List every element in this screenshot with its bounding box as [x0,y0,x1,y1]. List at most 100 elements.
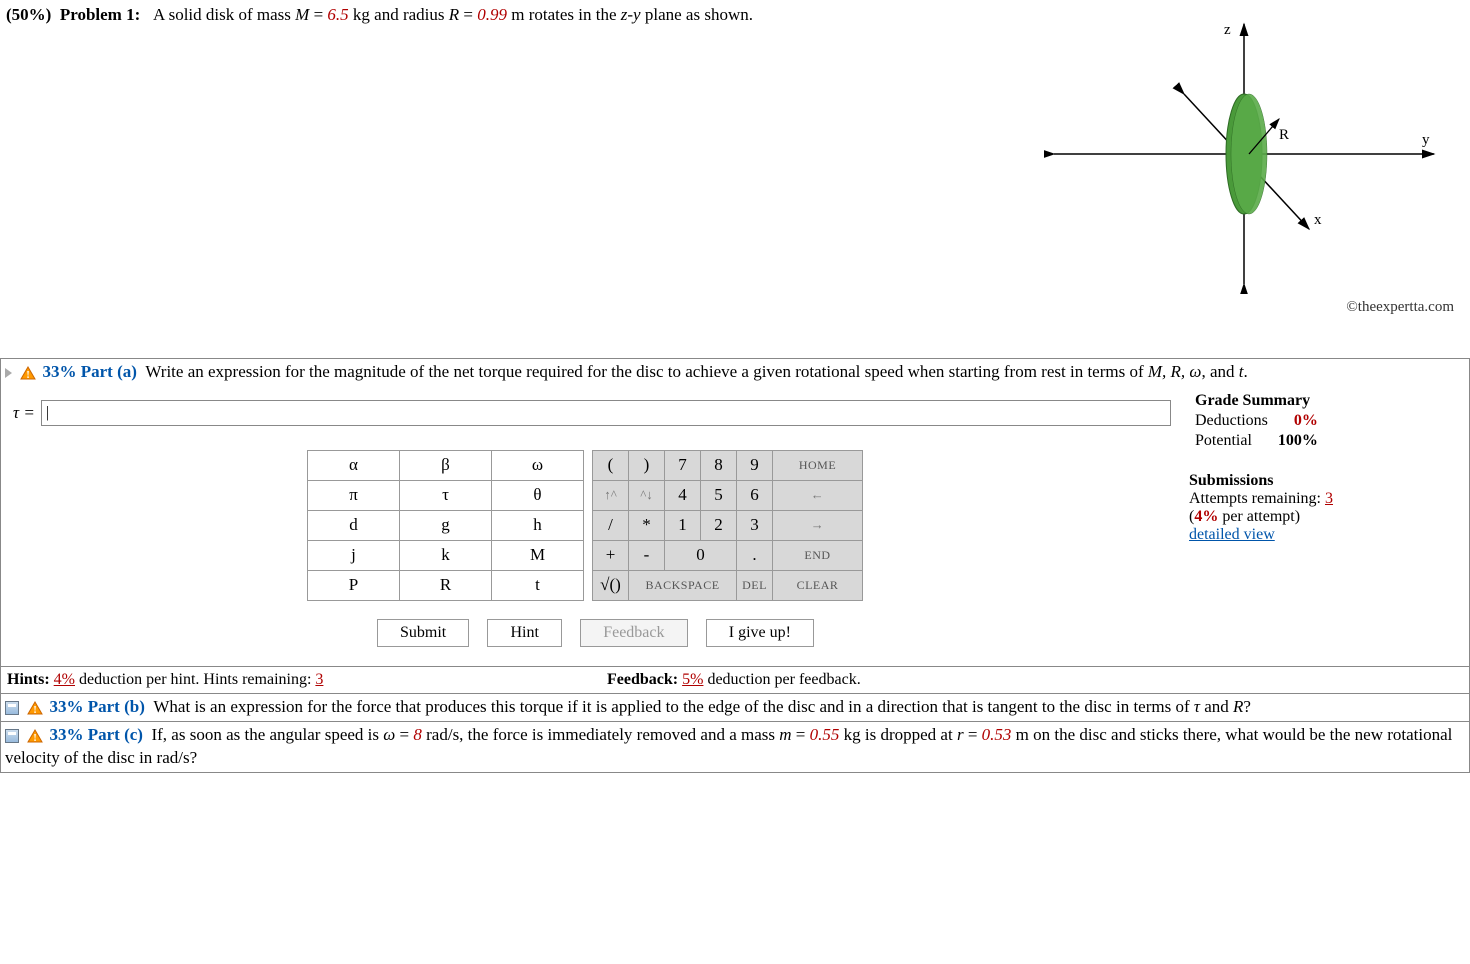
key-7[interactable]: 7 [665,450,701,480]
prob-post2: plane as shown. [645,5,753,24]
key-theta[interactable]: θ [492,480,584,510]
warning-icon: ! [27,729,43,743]
key-j[interactable]: j [308,540,400,570]
key-tau[interactable]: τ [400,480,492,510]
key-pi[interactable]: π [308,480,400,510]
potential-val: 100% [1274,432,1322,450]
prob-pre: A solid disk of mass [153,5,291,24]
key-P[interactable]: P [308,570,400,600]
key-M[interactable]: M [492,540,584,570]
key-0[interactable]: 0 [665,540,737,570]
feedback-info: Feedback: 5% deduction per feedback. [607,671,861,689]
key-div[interactable]: / [593,510,629,540]
key-sub[interactable]: ^↓ [629,480,665,510]
work-area: τ = Grade Summary Deductions 0% Potentia… [1,386,1469,666]
key-5[interactable]: 5 [701,480,737,510]
num-keypad: ( ) 7 8 9 HOME ↑^ ^↓ 4 5 6 ← / * [592,450,863,601]
attempts-count[interactable]: 3 [1325,490,1333,507]
svg-text:!: ! [34,733,37,743]
submit-button[interactable]: Submit [377,619,469,647]
key-1[interactable]: 1 [665,510,701,540]
giveup-button[interactable]: I give up! [706,619,814,647]
feedback-button: Feedback [580,619,687,647]
potential-label: Potential [1191,432,1272,450]
action-row: Submit Hint Feedback I give up! [377,619,1463,647]
key-k[interactable]: k [400,540,492,570]
key-6[interactable]: 6 [737,480,773,510]
part-b-label: 33% Part (b) [50,697,145,716]
part-a-box: ! 33% Part (a) Write an expression for t… [0,358,1470,694]
key-2[interactable]: 2 [701,510,737,540]
per-attempt: (4% per attempt) [1189,508,1459,526]
part-a-header: ! 33% Part (a) Write an expression for t… [1,359,1469,386]
expand-icon[interactable] [5,368,12,378]
hints-info: Hints: 4% deduction per hint. Hints rema… [7,671,607,689]
mass-var: M [295,5,309,24]
key-left[interactable]: ← [773,480,863,510]
key-d[interactable]: d [308,510,400,540]
key-plus[interactable]: + [593,540,629,570]
key-minus[interactable]: - [629,540,665,570]
prob-post: m rotates in the [511,5,616,24]
key-mul[interactable]: * [629,510,665,540]
key-3[interactable]: 3 [737,510,773,540]
copyright: ©theexpertta.com [1044,299,1464,316]
part-a-vars: M, R, ω [1148,362,1202,381]
key-del[interactable]: DEL [737,570,773,600]
key-right[interactable]: → [773,510,863,540]
problem-header: (50%) Problem 1: A solid disk of mass M … [0,0,1470,318]
attempts-remaining: Attempts remaining: 3 [1189,490,1459,508]
key-lparen[interactable]: ( [593,450,629,480]
warning-icon: ! [27,701,43,715]
calc-icon[interactable] [5,701,19,715]
key-R[interactable]: R [400,570,492,600]
key-beta[interactable]: β [400,450,492,480]
key-t[interactable]: t [492,570,584,600]
svg-text:!: ! [34,705,37,715]
key-rparen[interactable]: ) [629,450,665,480]
key-end[interactable]: END [773,540,863,570]
key-8[interactable]: 8 [701,450,737,480]
key-backspace[interactable]: BACKSPACE [629,570,737,600]
problem-label: Problem 1: [56,5,141,24]
problem-weight: (50%) [6,5,51,24]
answer-input[interactable] [41,400,1171,426]
submissions-title: Submissions [1189,472,1459,490]
mass-val: 6.5 [327,5,348,24]
y-label: y [1422,132,1430,148]
part-b-line: ! 33% Part (b) What is an expression for… [0,694,1470,722]
key-sqrt[interactable]: √() [593,570,629,600]
submissions-box: Submissions Attempts remaining: 3 (4% pe… [1189,472,1459,544]
part-a-text1: Write an expression for the magnitude of… [145,362,1143,381]
deductions-label: Deductions [1191,412,1272,430]
diagram-svg: R z y x [1044,4,1464,294]
var-keypad: αβω πτθ dgh jkM PRt [307,450,584,601]
key-g[interactable]: g [400,510,492,540]
key-home[interactable]: HOME [773,450,863,480]
calc-icon[interactable] [5,729,19,743]
mass-unit: kg and radius [353,5,445,24]
part-a-pct: 33% Part (a) [43,362,137,381]
key-clear[interactable]: CLEAR [773,570,863,600]
key-super[interactable]: ↑^ [593,480,629,510]
hint-button[interactable]: Hint [487,619,561,647]
key-4[interactable]: 4 [665,480,701,510]
detailed-view-link[interactable]: detailed view [1189,526,1275,543]
plane: z-y [621,5,641,24]
problem-text: (50%) Problem 1: A solid disk of mass M … [6,4,1044,316]
x-label: x [1314,212,1322,228]
hints-remaining[interactable]: 3 [315,671,323,688]
part-c-label: 33% Part (c) [50,725,143,744]
z-label: z [1224,22,1231,38]
key-alpha[interactable]: α [308,450,400,480]
fb-pct: 5% [682,671,703,688]
key-9[interactable]: 9 [737,450,773,480]
key-dot[interactable]: . [737,540,773,570]
rad-val: 0.99 [477,5,507,24]
key-omega[interactable]: ω [492,450,584,480]
hints-pct: 4% [54,671,75,688]
key-h[interactable]: h [492,510,584,540]
grade-summary: Grade Summary Deductions 0% Potential 10… [1189,390,1459,452]
disk-diagram: R z y x ©theexpertta.com [1044,4,1464,316]
rad-var: R [449,5,459,24]
